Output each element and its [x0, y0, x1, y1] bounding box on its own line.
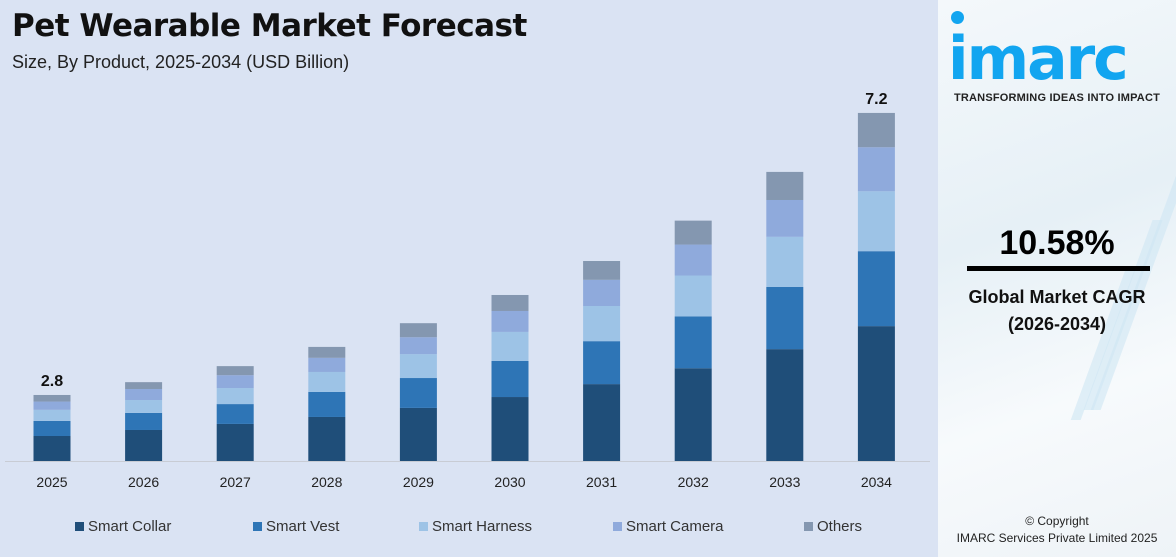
bar-segment-others-2032 [674, 220, 712, 245]
x-tick-label: 2029 [403, 474, 434, 490]
bar-segment-smart-vest-2025 [33, 420, 71, 437]
bar-segment-others-2033 [766, 171, 804, 200]
bar-segment-smart-camera-2030 [491, 310, 529, 332]
bar-segment-smart-camera-2029 [399, 337, 437, 355]
legend-item-others: Others [804, 518, 862, 535]
company-name: IMARC Services Private Limited 2025 [956, 531, 1158, 545]
logo-tagline: TRANSFORMING IDEAS INTO IMPACT [953, 92, 1161, 104]
bar-segment-smart-vest-2026 [125, 412, 163, 430]
chart-title: Pet Wearable Market Forecast [12, 8, 527, 44]
copyright: © Copyright IMARC Services Private Limit… [938, 513, 1176, 547]
data-label-total: 7.2 [865, 91, 887, 108]
bar-segment-smart-harness-2032 [674, 275, 712, 317]
bar-segment-smart-vest-2031 [583, 341, 621, 385]
legend-swatch [804, 522, 813, 531]
legend-label: Smart Vest [266, 518, 340, 535]
bar-segment-smart-vest-2029 [399, 378, 437, 408]
x-tick-label: 2032 [678, 474, 709, 490]
bar-segment-smart-collar-2029 [399, 407, 437, 461]
bar-segment-others-2028 [308, 346, 346, 358]
legend-item-smart-harness: Smart Harness [419, 518, 532, 535]
bar-segment-others-2034 [857, 112, 895, 148]
bar-segment-smart-harness-2025 [33, 409, 71, 421]
x-tick-label: 2033 [769, 474, 800, 490]
bar-segment-smart-camera-2034 [857, 147, 895, 192]
chart-subtitle: Size, By Product, 2025-2034 (USD Billion… [12, 52, 350, 72]
legend-swatch [75, 522, 84, 531]
legend-swatch [613, 522, 622, 531]
x-tick-label: 2028 [311, 474, 342, 490]
x-tick-label: 2030 [494, 474, 525, 490]
legend: Smart Collar Smart Vest Smart Harness Smart… [0, 518, 938, 540]
bar-segment-smart-vest-2034 [857, 251, 895, 327]
x-tick-label: 2031 [586, 474, 617, 490]
chart-panel: Pet Wearable Market Forecast Size, By Pr… [0, 8, 938, 540]
bar-segment-smart-harness-2034 [857, 191, 895, 252]
legend-item-smart-camera: Smart Camera [613, 518, 724, 535]
x-tick-label: 2027 [220, 474, 251, 490]
bar-segment-smart-vest-2032 [674, 316, 712, 369]
logo-dot [951, 11, 964, 24]
divider [967, 266, 1150, 271]
bar-segment-smart-vest-2033 [766, 286, 804, 350]
legend-swatch [253, 522, 262, 531]
data-label-total: 2.8 [41, 373, 63, 390]
x-tick-label: 2026 [128, 474, 159, 490]
cagr-period: (2026-2034) [1007, 314, 1107, 334]
bar-segment-smart-camera-2033 [766, 199, 804, 237]
bar-segment-smart-collar-2033 [766, 349, 804, 461]
bar-segment-smart-camera-2025 [33, 401, 71, 410]
legend-swatch [419, 522, 428, 531]
cagr-value: 10.58% [999, 224, 1115, 262]
bar-segment-smart-collar-2028 [308, 416, 346, 461]
x-tick-label: 2025 [36, 474, 67, 490]
bar-segment-others-2026 [125, 382, 163, 389]
imarc-logo: imarc [948, 24, 1129, 94]
stacked-bar-chart: 2025 2.8 2026 2027 2028 2029 2030 2031 2032 2033 2… [5, 91, 930, 490]
cagr-label-text: Global Market CAGR [968, 287, 1146, 307]
bar-segment-smart-collar-2025 [33, 436, 71, 461]
sidebar: imarc TRANSFORMING IDEAS INTO IMPACT 10.… [938, 0, 1176, 557]
bar-segment-others-2025 [33, 394, 71, 402]
bar-segment-smart-harness-2027 [216, 388, 254, 405]
copyright-label: © Copyright [1025, 514, 1089, 528]
bar-segment-others-2027 [216, 366, 254, 376]
legend-label: Smart Harness [432, 518, 533, 535]
bar-segment-smart-collar-2026 [125, 429, 163, 461]
bar-segment-smart-camera-2028 [308, 357, 346, 372]
legend-label: Smart Collar [88, 518, 172, 535]
cagr-label: Global Market CAGR (2026-2034) [938, 284, 1176, 338]
bar-segment-smart-camera-2031 [583, 279, 621, 306]
legend-label: Smart Camera [626, 518, 724, 535]
bar-segment-smart-collar-2034 [857, 326, 895, 461]
bar-segment-others-2030 [491, 294, 529, 311]
bar-segment-smart-collar-2031 [583, 384, 621, 461]
bar-segment-smart-collar-2027 [216, 423, 254, 461]
bar-segment-smart-harness-2031 [583, 305, 621, 342]
bar-segment-smart-camera-2026 [125, 388, 163, 401]
bar-segment-smart-harness-2030 [491, 331, 529, 361]
bar-segment-smart-camera-2032 [674, 244, 712, 276]
bar-segment-others-2031 [583, 261, 621, 280]
bar-segment-smart-harness-2028 [308, 371, 346, 392]
bar-segment-others-2029 [399, 323, 437, 338]
bar-segment-smart-vest-2030 [491, 360, 529, 398]
bar-segment-smart-collar-2032 [674, 368, 712, 461]
bar-segment-smart-vest-2028 [308, 391, 346, 417]
bar-segment-smart-vest-2027 [216, 404, 254, 424]
legend-label: Others [817, 518, 863, 535]
bar-segment-smart-harness-2033 [766, 236, 804, 287]
legend-item-smart-vest: Smart Vest [253, 518, 339, 535]
legend-item-smart-collar: Smart Collar [75, 518, 171, 535]
x-tick-label: 2034 [861, 474, 892, 490]
bar-segment-smart-camera-2027 [216, 375, 254, 389]
bar-segment-smart-collar-2030 [491, 397, 529, 461]
bar-segment-smart-harness-2026 [125, 400, 163, 413]
bar-segment-smart-harness-2029 [399, 354, 437, 379]
